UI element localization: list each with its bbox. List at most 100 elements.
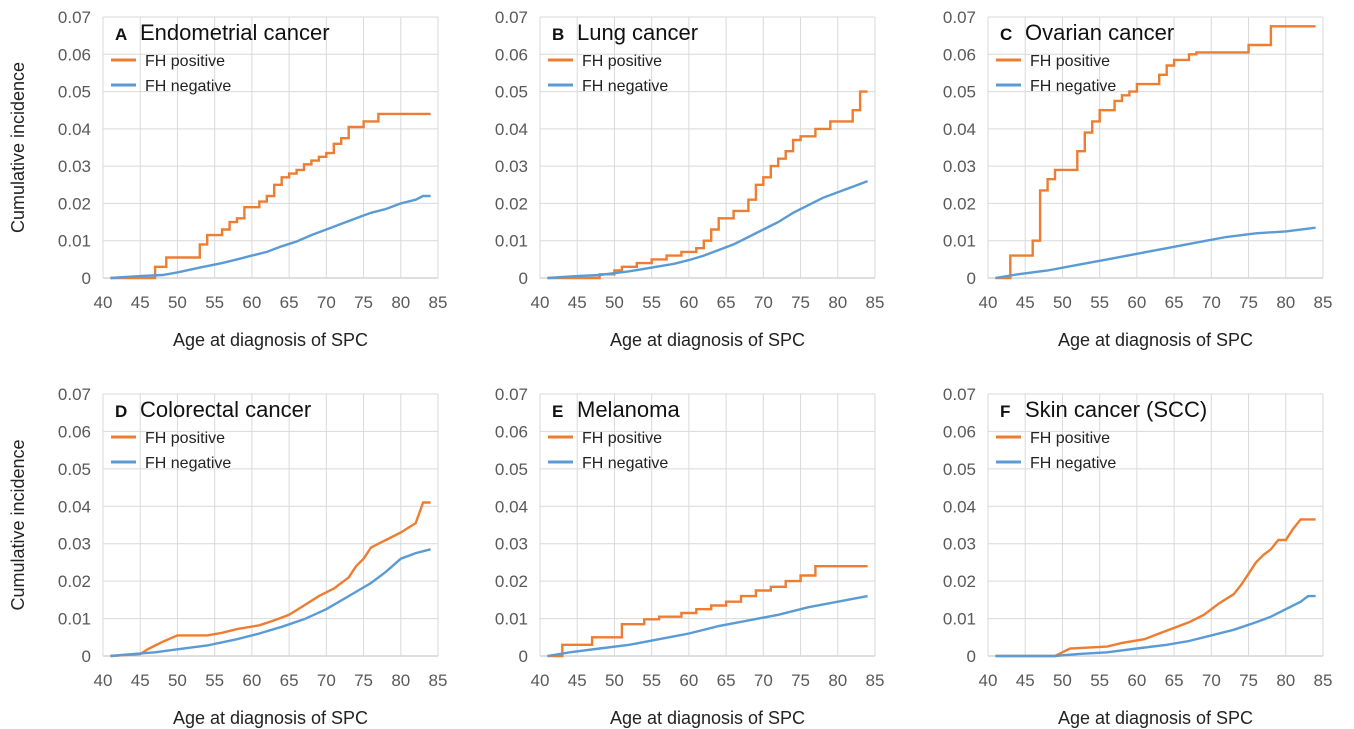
series-line-fh-positive: [547, 90, 868, 280]
legend-label: FH positive: [145, 430, 225, 447]
y-tick-label: 0.05: [58, 460, 91, 479]
y-tick-label: 0.06: [58, 422, 91, 441]
x-tick-label: 50: [1053, 293, 1072, 312]
legend-label: FH positive: [1030, 53, 1110, 70]
x-tick-label: 55: [1090, 671, 1109, 690]
panel-f: 0 0.01 0.02 0.03 0.04 0.05 0.06 0.07 40 45 50 55 60 6…: [943, 385, 1333, 728]
x-tick-label: 75: [1239, 671, 1258, 690]
y-tick-label: 0.06: [495, 422, 528, 441]
y-axis-title: Cumulative incidence: [8, 439, 28, 610]
y-tick-label: 0.01: [943, 610, 976, 629]
series-line-fh-negative: [110, 548, 431, 658]
legend-label: FH negative: [582, 455, 668, 472]
x-tick-label: 50: [1053, 671, 1072, 690]
x-tick-label: 60: [679, 293, 698, 312]
y-tick-label: 0: [967, 647, 976, 666]
series-line-fh-negative: [995, 226, 1316, 280]
series-line-fh-negative: [995, 594, 1316, 658]
x-tick-label: 75: [354, 671, 373, 690]
panel-title: Colorectal cancer: [140, 397, 311, 422]
x-tick-label: 80: [391, 671, 410, 690]
x-tick-label: 45: [131, 671, 150, 690]
y-tick-label: 0.02: [58, 572, 91, 591]
x-tick-label: 80: [828, 293, 847, 312]
panel-e: 0 0.01 0.02 0.03 0.04 0.05 0.06 0.07 40 45 50 55 60 6…: [495, 385, 885, 728]
x-tick-label: 75: [791, 293, 810, 312]
x-tick-label: 80: [391, 293, 410, 312]
y-tick-label: 0.02: [943, 572, 976, 591]
x-tick-label: 40: [979, 293, 998, 312]
series-line-fh-positive: [110, 501, 431, 658]
legend-label: FH positive: [1030, 430, 1110, 447]
x-tick-label: 70: [754, 293, 773, 312]
y-tick-label: 0.06: [943, 45, 976, 64]
x-tick-label: 60: [242, 293, 261, 312]
x-tick-label: 75: [1239, 293, 1258, 312]
x-axis-title: Age at diagnosis of SPC: [173, 330, 368, 350]
y-tick-label: 0: [519, 647, 528, 666]
x-tick-label: 40: [979, 671, 998, 690]
y-tick-label: 0.04: [495, 120, 528, 139]
y-tick-label: 0.03: [943, 157, 976, 176]
y-tick-label: 0.01: [58, 232, 91, 251]
panel-a: 0 0.01 0.02 0.03 0.04 0.05 0.06 0.07 40 45 50 55 60 6…: [8, 8, 447, 350]
x-tick-label: 55: [642, 671, 661, 690]
x-tick-label: 60: [242, 671, 261, 690]
x-tick-label: 80: [1276, 293, 1295, 312]
x-tick-label: 65: [280, 671, 299, 690]
y-tick-label: 0.07: [58, 8, 91, 27]
series-line-fh-negative: [547, 179, 869, 280]
y-tick-label: 0.07: [495, 8, 528, 27]
x-tick-label: 70: [754, 671, 773, 690]
x-tick-label: 55: [1090, 293, 1109, 312]
x-tick-label: 50: [168, 671, 187, 690]
y-tick-label: 0.03: [495, 157, 528, 176]
panel-letter: A: [115, 25, 127, 44]
panel-letter: D: [115, 402, 127, 421]
x-axis-title: Age at diagnosis of SPC: [610, 708, 805, 728]
y-tick-label: 0.05: [495, 460, 528, 479]
y-tick-label: 0.06: [495, 45, 528, 64]
panel-letter: E: [552, 402, 563, 421]
x-tick-label: 70: [317, 671, 336, 690]
y-tick-label: 0.06: [943, 422, 976, 441]
x-axis-title: Age at diagnosis of SPC: [610, 330, 805, 350]
y-tick-label: 0: [82, 647, 91, 666]
y-tick-label: 0.01: [495, 610, 528, 629]
y-tick-label: 0.02: [58, 194, 91, 213]
panel-b: 0 0.01 0.02 0.03 0.04 0.05 0.06 0.07 40 45 50 55 60 6…: [495, 8, 885, 350]
y-tick-label: 0.07: [943, 385, 976, 404]
x-tick-label: 50: [605, 293, 624, 312]
x-tick-label: 70: [1202, 671, 1221, 690]
legend-label: FH negative: [1030, 455, 1116, 472]
y-tick-label: 0.01: [58, 610, 91, 629]
x-tick-label: 40: [531, 671, 550, 690]
x-tick-label: 85: [866, 293, 885, 312]
x-axis-title: Age at diagnosis of SPC: [1058, 330, 1253, 350]
x-tick-label: 50: [168, 293, 187, 312]
y-tick-label: 0.01: [495, 232, 528, 251]
x-tick-label: 40: [531, 293, 550, 312]
panel-d: 0 0.01 0.02 0.03 0.04 0.05 0.06 0.07 40 45 50 55 60 6…: [8, 385, 447, 728]
y-tick-label: 0.02: [943, 194, 976, 213]
x-tick-label: 60: [1127, 671, 1146, 690]
panel-title: Endometrial cancer: [140, 20, 330, 45]
y-tick-label: 0: [519, 269, 528, 288]
y-tick-label: 0.07: [58, 385, 91, 404]
panel-letter: B: [552, 25, 564, 44]
x-tick-label: 45: [131, 293, 150, 312]
x-tick-label: 70: [1202, 293, 1221, 312]
panel-letter: F: [1000, 402, 1010, 421]
legend-label: FH positive: [582, 53, 662, 70]
x-tick-label: 85: [1314, 293, 1333, 312]
x-tick-label: 40: [94, 671, 113, 690]
series-line-fh-positive: [547, 565, 868, 658]
series-line-fh-positive: [995, 25, 1316, 280]
x-tick-label: 45: [568, 293, 587, 312]
y-tick-label: 0.06: [58, 45, 91, 64]
x-tick-label: 65: [280, 293, 299, 312]
y-tick-label: 0.01: [943, 232, 976, 251]
x-tick-label: 55: [205, 293, 224, 312]
